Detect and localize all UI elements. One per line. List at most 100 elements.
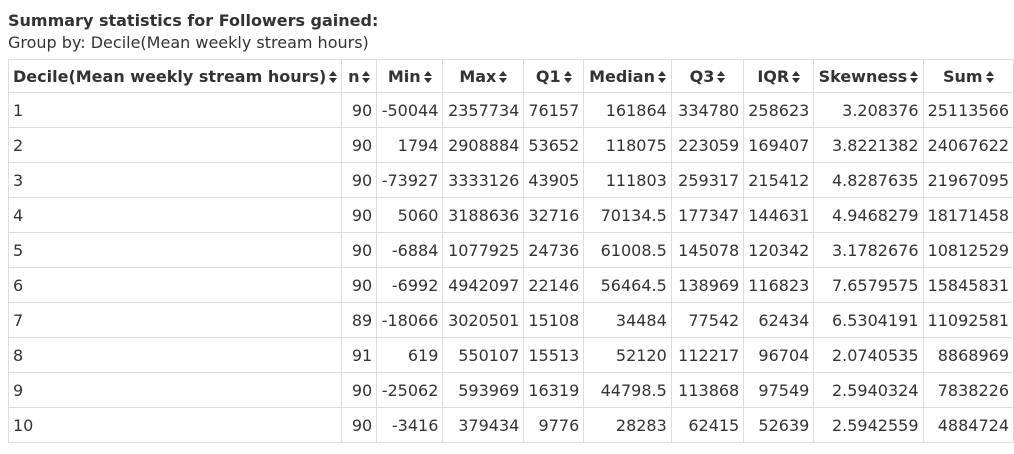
sort-updown-icon[interactable] — [910, 71, 919, 83]
cell-min: -25062 — [376, 372, 444, 408]
cell-min: -6992 — [376, 267, 444, 303]
cell-n: 90 — [341, 92, 378, 128]
table-row: 9 90 -25062 593969 16319 44798.5 113868 97549 2.… — [7, 372, 1014, 408]
column-header-label: Min — [387, 66, 421, 86]
cell-median: 161864 — [583, 92, 672, 128]
sort-updown-icon[interactable] — [362, 71, 371, 83]
cell-q1: 32716 — [523, 197, 585, 233]
cell-q3: 259317 — [670, 162, 745, 198]
cell-iqr: 120342 — [743, 232, 815, 268]
cell-q1: 22146 — [523, 267, 585, 303]
cell-median: 52120 — [583, 337, 672, 373]
summary-table: Decile(Mean weekly stream hours) n Min Max Q… — [7, 59, 1014, 443]
cell-q1: 43905 — [523, 162, 585, 198]
summary-stats-panel: Summary statistics for Followers gained:… — [7, 10, 1014, 443]
cell-decile: 9 — [7, 372, 343, 408]
cell-max: 550107 — [442, 337, 525, 373]
table-row: 3 90 -73927 3333126 43905 111803 259317 215412 4… — [7, 162, 1014, 198]
cell-q1: 53652 — [523, 127, 585, 163]
column-header-max[interactable]: Max — [442, 59, 525, 93]
cell-max: 3020501 — [442, 302, 525, 338]
cell-q3: 138969 — [670, 267, 745, 303]
cell-median: 28283 — [583, 407, 672, 443]
cell-q1: 15108 — [523, 302, 585, 338]
cell-skewness: 3.8221382 — [813, 127, 924, 163]
column-header-sum[interactable]: Sum — [922, 59, 1014, 93]
page-title: Summary statistics for Followers gained: — [8, 11, 379, 30]
cell-decile: 7 — [7, 302, 343, 338]
cell-median: 111803 — [583, 162, 672, 198]
cell-min: 619 — [376, 337, 444, 373]
cell-decile: 6 — [7, 267, 343, 303]
cell-sum: 15845831 — [922, 267, 1014, 303]
cell-n: 91 — [341, 337, 378, 373]
cell-q3: 334780 — [670, 92, 745, 128]
cell-n: 90 — [341, 197, 378, 233]
cell-q3: 62415 — [670, 407, 745, 443]
group-by-label: Group by: Decile(Mean weekly stream hour… — [8, 33, 369, 52]
cell-skewness: 7.6579575 — [813, 267, 924, 303]
cell-decile: 10 — [7, 407, 343, 443]
column-header-label: Sum — [942, 66, 983, 86]
cell-sum: 25113566 — [922, 92, 1014, 128]
sort-updown-icon[interactable] — [423, 71, 432, 83]
column-header-iqr[interactable]: IQR — [743, 59, 815, 93]
cell-sum: 11092581 — [922, 302, 1014, 338]
cell-max: 3333126 — [442, 162, 525, 198]
cell-skewness: 6.5304191 — [813, 302, 924, 338]
column-header-n[interactable]: n — [341, 59, 378, 93]
cell-skewness: 2.5942559 — [813, 407, 924, 443]
column-header-label: Skewness — [818, 66, 908, 86]
sort-updown-icon[interactable] — [563, 71, 572, 83]
cell-sum: 18171458 — [922, 197, 1014, 233]
column-header-label: IQR — [757, 66, 790, 86]
column-header-label: Q1 — [535, 66, 561, 86]
cell-max: 593969 — [442, 372, 525, 408]
cell-q1: 24736 — [523, 232, 585, 268]
cell-median: 34484 — [583, 302, 672, 338]
column-header-min[interactable]: Min — [376, 59, 444, 93]
sort-updown-icon[interactable] — [329, 71, 338, 83]
column-header-q3[interactable]: Q3 — [670, 59, 745, 93]
cell-decile: 4 — [7, 197, 343, 233]
sort-updown-icon[interactable] — [657, 71, 666, 83]
cell-min: -18066 — [376, 302, 444, 338]
column-header-median[interactable]: Median — [583, 59, 672, 93]
cell-n: 90 — [341, 232, 378, 268]
cell-min: -6884 — [376, 232, 444, 268]
cell-iqr: 97549 — [743, 372, 815, 408]
sort-updown-icon[interactable] — [985, 71, 994, 83]
cell-skewness: 4.8287635 — [813, 162, 924, 198]
cell-median: 56464.5 — [583, 267, 672, 303]
cell-n: 89 — [341, 302, 378, 338]
column-header-q1[interactable]: Q1 — [523, 59, 585, 93]
cell-min: 5060 — [376, 197, 444, 233]
cell-decile: 3 — [7, 162, 343, 198]
cell-iqr: 116823 — [743, 267, 815, 303]
cell-q3: 177347 — [670, 197, 745, 233]
cell-min: -50044 — [376, 92, 444, 128]
cell-median: 44798.5 — [583, 372, 672, 408]
cell-iqr: 169407 — [743, 127, 815, 163]
column-header-label: Max — [459, 66, 497, 86]
column-header-skewness[interactable]: Skewness — [813, 59, 924, 93]
cell-skewness: 4.9468279 — [813, 197, 924, 233]
cell-iqr: 258623 — [743, 92, 815, 128]
cell-q1: 16319 — [523, 372, 585, 408]
table-row: 5 90 -6884 1077925 24736 61008.5 145078 120342 3… — [7, 232, 1014, 268]
column-header-decile[interactable]: Decile(Mean weekly stream hours) — [7, 59, 343, 93]
cell-skewness: 3.1782676 — [813, 232, 924, 268]
cell-median: 70134.5 — [583, 197, 672, 233]
sort-updown-icon[interactable] — [792, 71, 801, 83]
table-header-row: Decile(Mean weekly stream hours) n Min Max Q… — [7, 59, 1014, 93]
cell-q3: 112217 — [670, 337, 745, 373]
cell-q1: 76157 — [523, 92, 585, 128]
cell-q1: 15513 — [523, 337, 585, 373]
cell-max: 3188636 — [442, 197, 525, 233]
column-header-label: Median — [589, 66, 655, 86]
sort-updown-icon[interactable] — [717, 71, 726, 83]
cell-max: 2908884 — [442, 127, 525, 163]
sort-updown-icon[interactable] — [499, 71, 508, 83]
cell-iqr: 215412 — [743, 162, 815, 198]
table-row: 6 90 -6992 4942097 22146 56464.5 138969 116823 7… — [7, 267, 1014, 303]
